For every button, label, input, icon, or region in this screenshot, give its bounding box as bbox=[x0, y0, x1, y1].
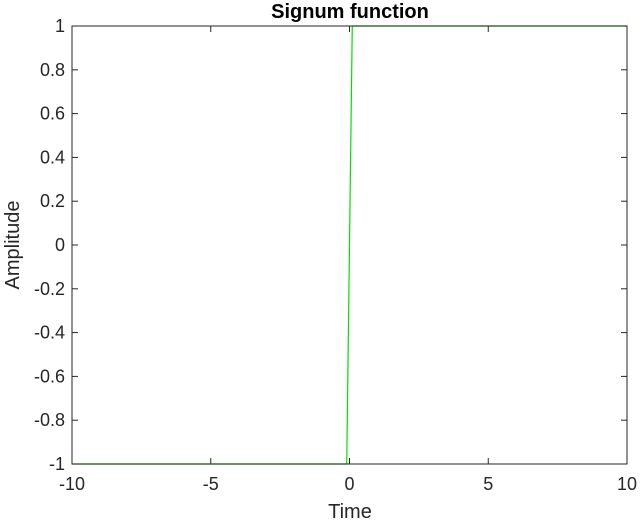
y-tick-label: 0.8 bbox=[40, 60, 65, 80]
y-tick-label: 1 bbox=[55, 16, 65, 36]
y-tick-labels: -1 -0.8 -0.6 -0.4 -0.2 0 0.2 0.4 0.6 0.8 1 bbox=[34, 16, 65, 474]
y-tick-label: -0.8 bbox=[34, 410, 65, 430]
y-tick-label: 0.2 bbox=[40, 191, 65, 211]
plot-frame bbox=[71, 25, 628, 465]
y-tick-label: -1 bbox=[49, 454, 65, 474]
y-tick-label: -0.6 bbox=[34, 366, 65, 386]
x-tick-label: 5 bbox=[483, 474, 493, 494]
y-tick-label: -0.4 bbox=[34, 323, 65, 343]
x-tick-label: -10 bbox=[59, 474, 85, 494]
chart-title: Signum function bbox=[271, 1, 429, 23]
x-tick-labels: -10 -5 0 5 10 bbox=[59, 474, 637, 494]
y-axis-label: Amplitude bbox=[2, 201, 24, 290]
y-tick-label: 0 bbox=[55, 235, 65, 255]
x-tick-label: 0 bbox=[344, 474, 354, 494]
y-tick-label: 0.6 bbox=[40, 104, 65, 124]
x-tick-label: 10 bbox=[617, 474, 637, 494]
y-tick-label: 0.4 bbox=[40, 147, 65, 167]
x-axis-label: Time bbox=[328, 501, 372, 521]
x-tick-label: -5 bbox=[203, 474, 219, 494]
y-tick-label: -0.2 bbox=[34, 279, 65, 299]
